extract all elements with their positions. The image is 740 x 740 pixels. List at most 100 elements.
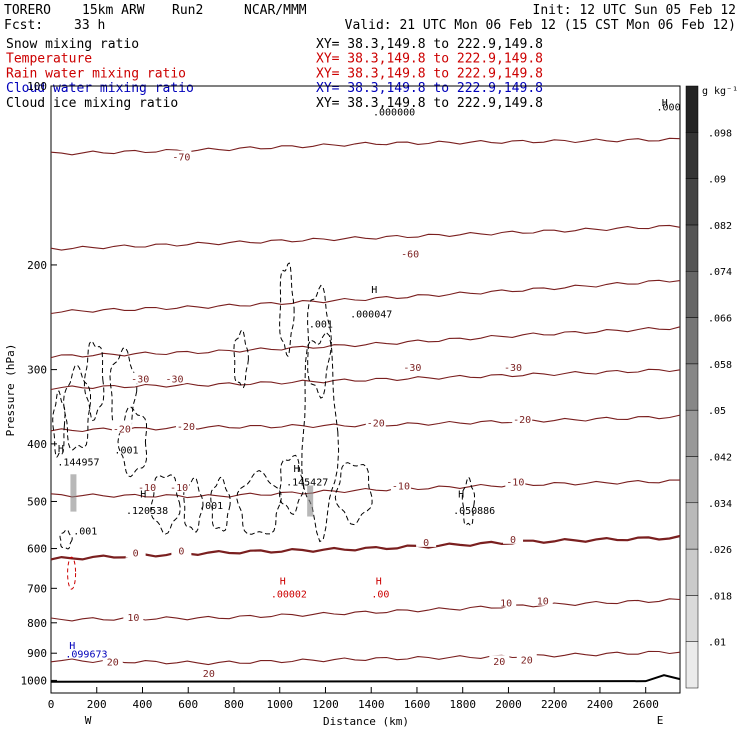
x-axis-label: Distance (km) [323,715,409,728]
maximum-marker: H [58,444,64,455]
colorbar-swatch [685,595,699,642]
isotherm--30 [50,368,681,391]
label-backdrop [123,610,144,622]
cloud-contour [59,529,73,550]
cloud-contour [62,364,91,451]
colorbar-swatch [685,641,699,689]
colorbar-label: .026 [708,545,732,556]
cloud-contour [150,474,181,535]
colorbar-label: .098 [708,128,732,139]
field-section: XY= 38.3,149.8 to 222.9,149.8 [316,66,543,81]
isotherm-label: -20 [177,422,195,433]
colorbar-label: .058 [708,360,732,371]
colorbar-swatch [685,409,699,457]
colorbar-label: .034 [708,499,732,510]
maximum-value: .000 [657,103,681,114]
cloud-contour [233,329,249,389]
label-backdrop [171,150,192,162]
colorbar-label: .01 [708,638,726,649]
y-axis-label: Pressure (hPa) [4,344,17,437]
colorbar-label: .066 [708,314,732,325]
x-tick-label: 2600 [632,698,659,711]
isotherm-label: 20 [493,657,505,668]
cloud-contour [307,284,332,399]
colorbar-swatch [685,85,699,133]
maximum-value: .099673 [65,649,107,660]
snow-core [70,474,77,512]
isotherm-label: -20 [513,415,531,426]
field-section: XY= 38.3,149.8 to 222.9,149.8 [316,52,543,67]
isotherm-label: -30 [165,375,183,386]
y-tick-label: 900 [27,647,47,660]
y-tick-label: 400 [27,438,47,451]
x-tick-label: 1000 [266,698,293,711]
isotherm-label: 20 [107,658,119,669]
rain-contour [67,556,77,590]
maximum-value: .001 [114,445,138,456]
maximum-marker: H [293,464,299,475]
label-backdrop [130,372,151,384]
field-section: XY= 38.3,149.8 to 222.9,149.8 [316,81,543,96]
valid-time: Valid: 21 UTC Mon 06 Feb 12 (15 CST Mon … [345,18,736,33]
isotherm-label: -10 [506,478,524,489]
colorbar-swatch [685,548,699,596]
maximum-marker: H [140,489,146,500]
label-backdrop [489,655,510,667]
x-tick-label: 2000 [495,698,522,711]
contour-labels: -70 -60 -30 -30 -30 -30 -20 -20 -20 -20 -10 -10 -10 -… [57,98,680,680]
isotherm-label: -10 [170,483,188,494]
isotherm-label: 0 [178,547,184,558]
field-section: XY= 38.3,149.8 to 222.9,149.8 [316,37,543,52]
label-backdrop [496,596,517,608]
colorbar-label: .082 [708,221,732,232]
isotherm-label: -20 [367,419,385,430]
colorbar-label: .05 [708,406,726,417]
grid-spacing: 15km ARW [82,3,145,18]
y-tick-label: 800 [27,617,47,630]
x-tick-label: 1600 [404,698,431,711]
isotherm-label: -30 [131,375,149,386]
label-backdrop [516,653,537,665]
y-tick-label: 100 [27,80,47,93]
cloud-contour [52,390,66,458]
isotherm--70 [50,137,681,156]
y-tick-label: 1000 [21,674,48,687]
maximum-marker: H [280,577,286,588]
colorbar-label: .042 [708,452,732,463]
cloud-contour [301,331,340,543]
maximum-value: .145427 [286,477,328,488]
cloud-contour [83,340,105,422]
x-tick-label: 200 [87,698,107,711]
x-tick-label: 400 [133,698,153,711]
label-backdrop [505,475,526,487]
label-backdrop [416,535,437,547]
label-backdrop [164,372,185,384]
west-label: W [85,714,92,727]
colorbar-label: .074 [708,267,732,278]
label-backdrop [532,594,553,606]
center-label: NCAR/MMM [244,3,307,18]
maximum-value: .144957 [57,458,99,469]
cloud-contour [210,476,231,532]
isotherm-label: 0 [133,549,139,560]
cloud-contour [334,462,373,526]
label-backdrop [198,666,219,678]
plot-frame [50,85,681,694]
label-backdrop [503,532,524,544]
maximum-value: .00 [371,589,389,600]
colorbar-swatch [685,502,699,550]
x-tick-label: 1200 [312,698,339,711]
model-name: TORERO [4,3,51,18]
x-tick-label: 1400 [358,698,385,711]
maximum-value: .000047 [350,309,392,320]
cloud-ice-contours [52,262,476,590]
colorbar-swatch [685,224,699,272]
isotherm-label: 10 [127,613,139,624]
label-backdrop [400,247,421,259]
label-backdrop [402,360,423,372]
isotherm--10 [50,479,680,499]
x-tick-label: 600 [178,698,198,711]
isotherm-label: 10 [537,597,549,608]
